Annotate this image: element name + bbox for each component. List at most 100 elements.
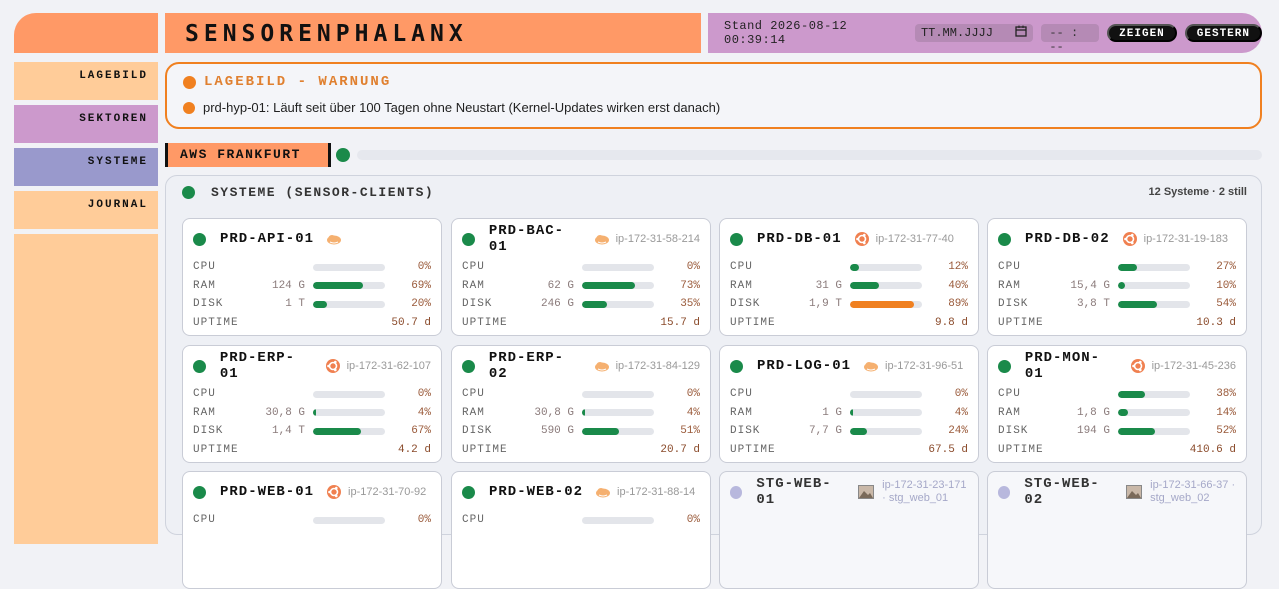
- ubuntu-icon: [326, 484, 342, 500]
- metric-percent: 52%: [1216, 425, 1236, 438]
- system-ip: ip-172-31-70-92: [348, 486, 427, 498]
- system-card-header: PRD-API-01: [193, 229, 431, 249]
- aws-icon: [863, 358, 879, 374]
- metric-label: UPTIME: [462, 316, 508, 329]
- nav-systeme[interactable]: SYSTEME: [14, 148, 158, 186]
- metric-row-cpu: CPU 27%: [998, 258, 1236, 277]
- system-status-dot: [730, 359, 743, 373]
- metric-percent: 73%: [680, 279, 700, 292]
- metric-bar-fill: [313, 282, 363, 290]
- metric-row-cpu: CPU 0%: [730, 385, 968, 404]
- metric-row-ram: RAM 31 G 40%: [730, 277, 968, 296]
- metric-row-ram: RAM 1,8 G 14%: [998, 404, 1236, 423]
- metric-label: RAM: [998, 279, 1021, 292]
- system-status-dot: [193, 359, 206, 373]
- system-status-dot: [193, 232, 206, 246]
- system-card[interactable]: PRD-WEB-01 ip-172-31-70-92 CPU 0%: [182, 471, 442, 589]
- metric-size: 15,4 G: [1070, 279, 1110, 292]
- nav-sektoren[interactable]: SEKTOREN: [14, 105, 158, 143]
- system-status-dot: [462, 485, 475, 499]
- system-card[interactable]: PRD-LOG-01 ip-172-31-96-51 CPU 0% RAM 1 G 4% DI…: [719, 345, 979, 463]
- aws-icon: [594, 358, 610, 374]
- title-bar: SENSORENPHALANX: [165, 13, 701, 53]
- system-card-header: PRD-BAC-01 ip-172-31-58-214: [462, 223, 700, 255]
- metric-percent: 35%: [680, 298, 700, 311]
- system-card-header: PRD-DB-01 ip-172-31-77-40: [730, 229, 968, 249]
- metric-size: 1,8 G: [1076, 406, 1110, 419]
- metric-size: 3,8 T: [1076, 298, 1110, 311]
- metric-list: CPU 0%: [462, 511, 700, 530]
- ubuntu-icon: [854, 231, 870, 247]
- nav-journal[interactable]: JOURNAL: [14, 191, 158, 229]
- image-icon: [1126, 484, 1143, 500]
- panel-title: SYSTEME (SENSOR-CLIENTS): [211, 185, 435, 200]
- metric-row-ram: RAM 30,8 G 4%: [193, 404, 431, 423]
- calendar-icon[interactable]: [1015, 25, 1028, 41]
- metric-percent: 54%: [1216, 298, 1236, 311]
- metric-label: CPU: [462, 261, 485, 274]
- system-card[interactable]: PRD-ERP-02 ip-172-31-84-129 CPU 0% RAM 30,8 G…: [451, 345, 711, 463]
- nav-lagebild[interactable]: LAGEBILD: [14, 62, 158, 100]
- system-card-header: STG-WEB-02 ip-172-31-66-37 · stg_web_02: [998, 476, 1236, 508]
- metric-bar: [582, 516, 654, 524]
- warning-message: prd-hyp-01: Läuft seit über 100 Tagen oh…: [203, 100, 721, 115]
- metric-label: DISK: [462, 298, 493, 311]
- system-ip: ip-172-31-58-214: [615, 233, 700, 245]
- system-card[interactable]: PRD-BAC-01 ip-172-31-58-214 CPU 0% RAM 62 G 73…: [451, 218, 711, 336]
- yesterday-button[interactable]: GESTERN: [1184, 24, 1262, 42]
- system-card[interactable]: STG-WEB-02 ip-172-31-66-37 · stg_web_02: [987, 471, 1247, 589]
- metric-label: CPU: [462, 388, 485, 401]
- aws-icon: [326, 231, 342, 247]
- metric-row-ram: RAM 62 G 73%: [462, 277, 700, 296]
- region-label[interactable]: AWS FRANKFURT: [165, 143, 331, 167]
- timestamp: Stand 2026-08-12 00:39:14: [724, 19, 848, 47]
- system-card-header: PRD-DB-02 ip-172-31-19-183: [998, 229, 1236, 249]
- metric-row-cpu: CPU 38%: [998, 385, 1236, 404]
- metric-row-disk: DISK 1 T 20%: [193, 295, 431, 314]
- system-card[interactable]: PRD-DB-01 ip-172-31-77-40 CPU 12% RAM 31 G 40%…: [719, 218, 979, 336]
- metric-bar-fill: [582, 427, 619, 435]
- metric-row-ram: RAM 15,4 G 10%: [998, 277, 1236, 296]
- uptime-value: 67.5 d: [928, 443, 968, 456]
- system-status-dot: [998, 359, 1011, 373]
- systems-panel: SYSTEME (SENSOR-CLIENTS) 12 Systeme · 2 …: [165, 175, 1262, 589]
- region-header: AWS FRANKFURT: [165, 143, 1262, 167]
- metric-row-uptime: UPTIME 410.6 d: [998, 441, 1236, 460]
- metric-size: 246 G: [540, 298, 574, 311]
- uptime-value: 10.3 d: [1196, 316, 1236, 329]
- metric-bar: [1118, 409, 1190, 417]
- system-card-header: PRD-ERP-01 ip-172-31-62-107: [193, 350, 431, 382]
- date-input[interactable]: TT.MM.JJJJ: [914, 24, 1034, 42]
- date-placeholder: TT.MM.JJJJ: [920, 26, 993, 40]
- system-name: PRD-WEB-02: [489, 484, 584, 500]
- ubuntu-icon: [1122, 231, 1138, 247]
- metric-row-uptime: UPTIME 67.5 d: [730, 441, 968, 460]
- system-card[interactable]: PRD-MON-01 ip-172-31-45-236 CPU 38% RAM 1,8 G…: [987, 345, 1247, 463]
- system-card[interactable]: PRD-ERP-01 ip-172-31-62-107 CPU 0% RAM 30,8 G…: [182, 345, 442, 463]
- metric-bar-fill: [850, 282, 879, 290]
- system-card[interactable]: PRD-API-01 CPU 0% RAM 124 G 69% DISK 1 T 20% UPTI…: [182, 218, 442, 336]
- metric-bar: [1118, 282, 1190, 290]
- metric-row-disk: DISK 590 G 51%: [462, 422, 700, 441]
- metric-bar: [850, 427, 922, 435]
- metric-bar: [313, 516, 385, 524]
- system-card[interactable]: PRD-DB-02 ip-172-31-19-183 CPU 27% RAM 15,4 G…: [987, 218, 1247, 336]
- system-card[interactable]: PRD-WEB-02 ip-172-31-88-14 CPU 0%: [451, 471, 711, 589]
- metric-percent: 12%: [948, 261, 968, 274]
- metric-size: 124 G: [271, 279, 305, 292]
- metric-percent: 0%: [417, 261, 431, 274]
- sidebar-corner: [14, 13, 158, 53]
- show-button[interactable]: ZEIGEN: [1107, 24, 1177, 42]
- sidebar: LAGEBILD SEKTOREN SYSTEME JOURNAL: [14, 13, 158, 544]
- metric-label: RAM: [193, 279, 216, 292]
- metric-list: CPU 0%: [193, 511, 431, 530]
- app-title: SENSORENPHALANX: [185, 21, 468, 47]
- time-input[interactable]: -- : --: [1041, 24, 1100, 54]
- metric-bar-fill: [582, 282, 635, 290]
- system-status-dot: [730, 485, 743, 499]
- metric-size: 194 G: [1076, 425, 1110, 438]
- metric-row-cpu: CPU 0%: [462, 258, 700, 277]
- system-card-header: STG-WEB-01 ip-172-31-23-171 · stg_web_01: [730, 476, 968, 508]
- system-card[interactable]: STG-WEB-01 ip-172-31-23-171 · stg_web_01: [719, 471, 979, 589]
- metric-label: CPU: [998, 388, 1021, 401]
